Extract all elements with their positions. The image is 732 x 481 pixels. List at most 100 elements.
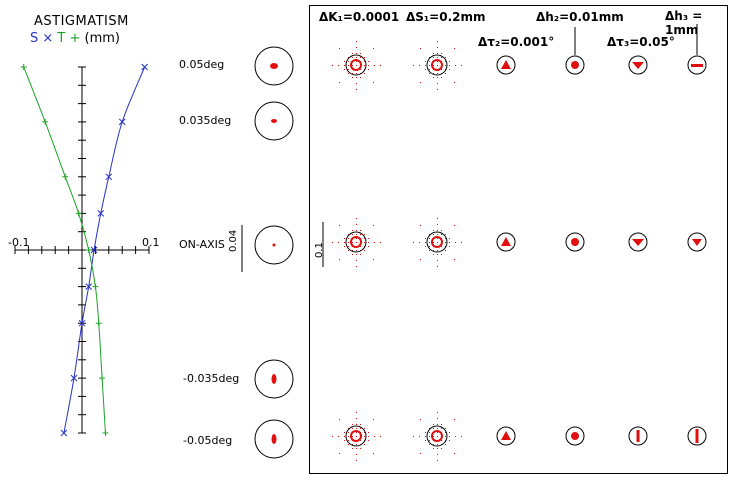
tolerance-spot-core (501, 237, 511, 246)
scatter-dot (352, 242, 353, 243)
scatter-dot (360, 230, 361, 231)
scatter-dot (437, 460, 438, 461)
scatter-dot (356, 83, 357, 84)
scatter-dot (429, 444, 430, 445)
scatter-dot (437, 61, 438, 62)
scatter-dot (352, 424, 353, 425)
scatter-dot (449, 61, 450, 62)
scatter-dot (344, 432, 345, 433)
scatter-dot (433, 65, 434, 66)
tolerance-spot-core (692, 239, 702, 246)
field-spot-circle (254, 46, 294, 86)
scatter-dot (419, 436, 420, 437)
scatter-dot (449, 436, 450, 437)
scatter-dot (433, 254, 434, 255)
scatter-dot (420, 453, 421, 454)
column-label-k1: ΔK₁=0.0001 (319, 10, 400, 24)
scatter-dot (348, 440, 349, 441)
scatter-dot (373, 82, 374, 83)
scatter-dot (445, 432, 446, 433)
series-s-point (141, 63, 148, 71)
scatter-dot (420, 82, 421, 83)
tolerance-spot-circle (426, 54, 448, 76)
tolerance-spot-core (501, 60, 511, 69)
scatter-dot (364, 65, 365, 66)
scatter-dot (339, 419, 340, 420)
scatter-dot (433, 448, 434, 449)
field-spot-blob (271, 434, 277, 444)
scatter-dot (441, 254, 442, 255)
tolerance-spot-circle (426, 231, 448, 253)
scatter-dot (437, 444, 438, 445)
column-label-s1: ΔS₁=0.2mm (406, 10, 486, 24)
scatter-dot (348, 238, 349, 239)
scatter-dot (344, 65, 345, 66)
scatter-dot (429, 69, 430, 70)
scatter-dot (356, 53, 357, 54)
field-label-0: 0.05deg (179, 58, 225, 71)
scatter-dot (420, 48, 421, 49)
scatter-dot (356, 224, 357, 225)
scatter-dot (344, 440, 345, 441)
scatter-dot (433, 53, 434, 54)
tolerance-spot-circle (565, 55, 585, 75)
scatter-dot (356, 454, 357, 455)
tolerance-spot-circle (628, 232, 648, 252)
scatter-dot (356, 448, 357, 449)
scatter-dot (437, 238, 438, 239)
panel-scale-label: 0.1 (314, 242, 325, 258)
scatter-dot (364, 444, 365, 445)
scatter-dot (364, 242, 365, 243)
scatter-dot (356, 428, 357, 429)
scatter-dot (425, 238, 426, 239)
scatter-dot (454, 225, 455, 226)
tolerance-spot-core (350, 236, 362, 248)
scatter-dot (373, 453, 374, 454)
column-label-h3: Δh₃ = 1mm (665, 9, 703, 37)
scatter-dot (420, 225, 421, 226)
scatter-dot (356, 436, 357, 437)
field-scale-label: 0.04 (228, 229, 239, 252)
scatter-dot (368, 440, 369, 441)
field-label-2: ON-AXIS (179, 238, 225, 251)
scatter-dot (360, 424, 361, 425)
scatter-dot (445, 250, 446, 251)
scatter-dot (344, 61, 345, 62)
scatter-dot (445, 428, 446, 429)
scatter-dot (368, 436, 369, 437)
scatter-dot (454, 419, 455, 420)
scatter-dot (380, 65, 381, 66)
scatter-dot (437, 65, 438, 66)
scatter-dot (420, 259, 421, 260)
tolerance-spot-circle (565, 426, 585, 446)
scatter-dot (449, 440, 450, 441)
scatter-dot (429, 440, 430, 441)
scatter-dot (420, 419, 421, 420)
tolerance-spot-core (691, 64, 703, 67)
scatter-dot (429, 61, 430, 62)
scatter-dot (360, 428, 361, 429)
series-s-point (78, 319, 86, 327)
scatter-dot (437, 448, 438, 449)
scatter-dot (437, 266, 438, 267)
series-t-point (102, 430, 109, 436)
scatter-dot (454, 259, 455, 260)
scatter-dot (449, 65, 450, 66)
scatter-dot (356, 73, 357, 74)
scatter-dot (344, 69, 345, 70)
scatter-dot (441, 69, 442, 70)
scatter-dot (352, 53, 353, 54)
field-label-4: -0.05deg (183, 434, 233, 447)
tolerance-panel-frame (309, 5, 728, 474)
scatter-dot (373, 225, 374, 226)
scatter-dot (368, 246, 369, 247)
scatter-dot (364, 432, 365, 433)
scatter-dot (348, 444, 349, 445)
astigmatism-title: ASTIGMATISM (34, 14, 129, 29)
scatter-dot (344, 242, 345, 243)
tolerance-spot-core (571, 61, 579, 69)
scatter-dot (339, 259, 340, 260)
scatter-dot (360, 448, 361, 449)
scatter-dot (437, 47, 438, 48)
